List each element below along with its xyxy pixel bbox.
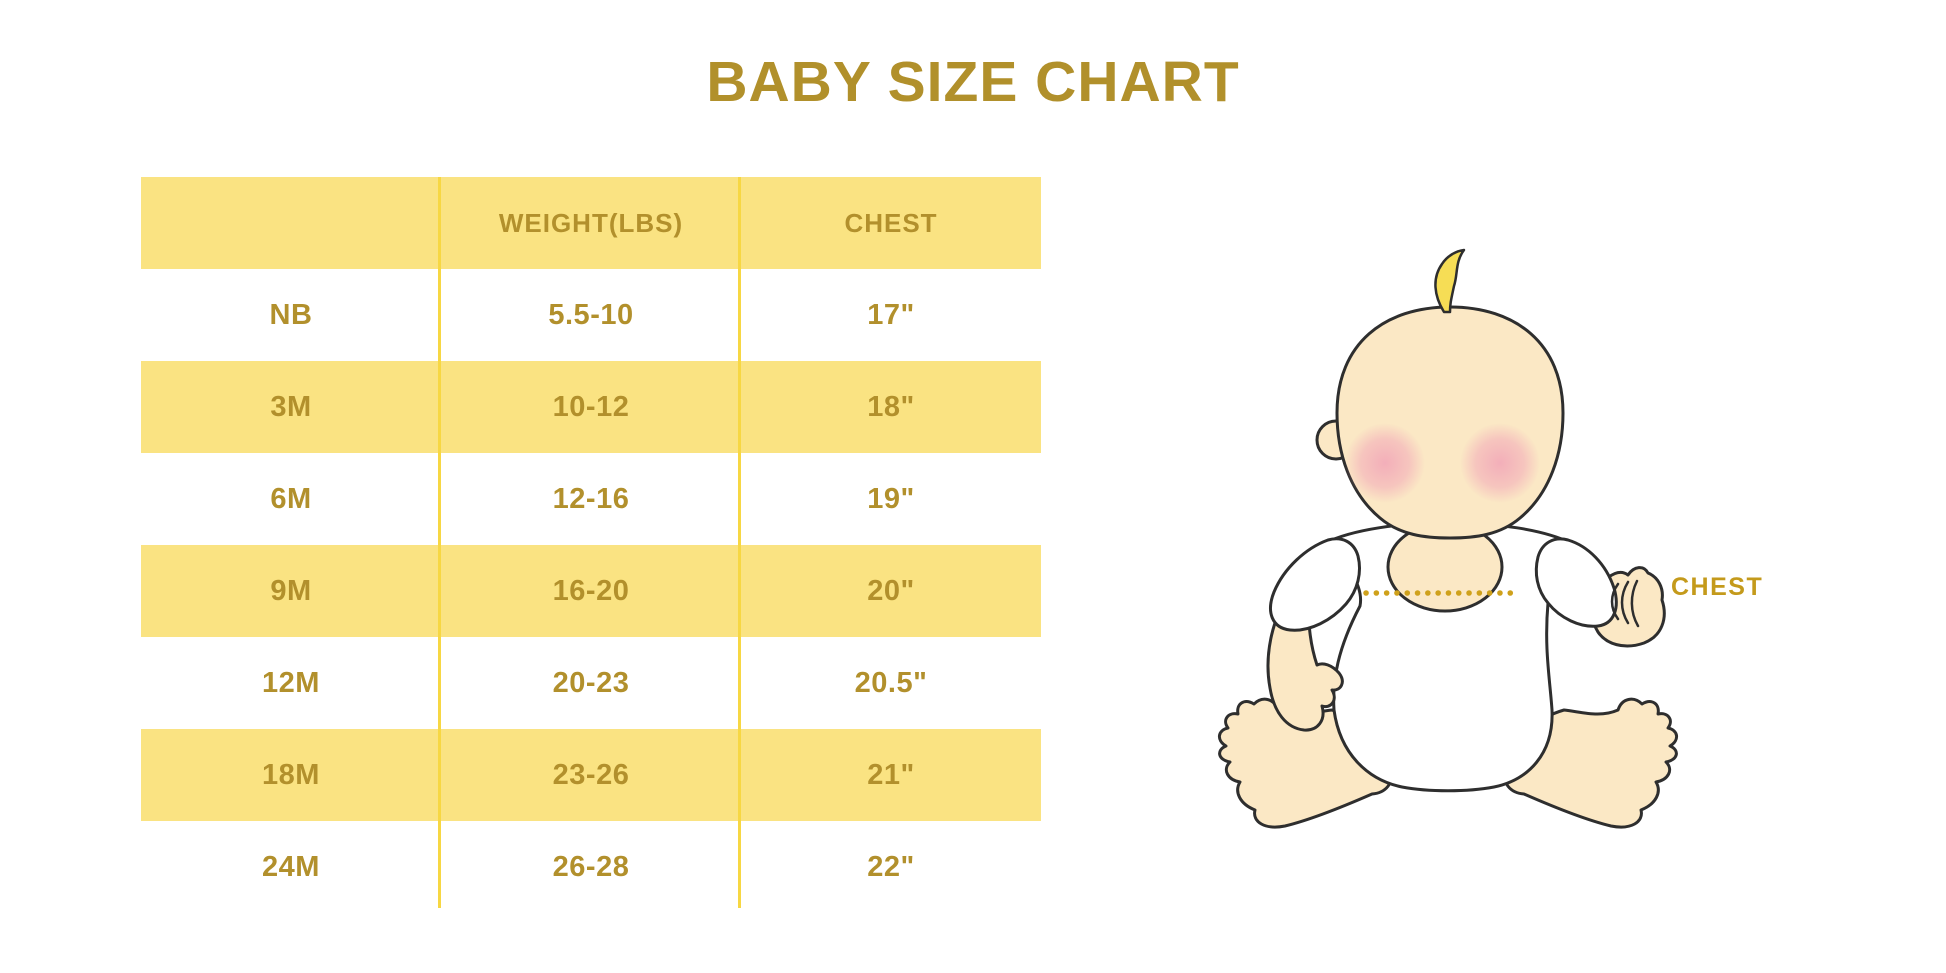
size-cell: 9M bbox=[270, 574, 312, 607]
table-row: 12M 20-23 20.5" bbox=[141, 637, 1041, 729]
header-chest: CHEST bbox=[844, 207, 938, 238]
size-cell: NB bbox=[269, 298, 313, 331]
chest-cell: 21" bbox=[867, 758, 915, 791]
chest-cell: 20.5" bbox=[854, 666, 928, 699]
chest-label: CHEST bbox=[1671, 573, 1764, 601]
size-cell: 24M bbox=[262, 850, 320, 883]
baby-illustration bbox=[1218, 248, 1678, 829]
chest-cell: 20" bbox=[867, 574, 915, 607]
baby-cheek-left bbox=[1345, 423, 1425, 503]
chest-cell: 17" bbox=[867, 298, 915, 331]
chest-cell: 18" bbox=[867, 390, 915, 423]
table-row: 6M 12-16 19" bbox=[141, 453, 1041, 545]
weight-cell: 20-23 bbox=[552, 666, 630, 699]
size-cell: 3M bbox=[270, 390, 312, 423]
baby-right-sleeve bbox=[1534, 537, 1618, 628]
weight-cell: 12-16 bbox=[552, 482, 630, 515]
baby-hair-curl bbox=[1434, 248, 1466, 314]
weight-cell: 26-28 bbox=[552, 850, 630, 883]
baby-cheek-right bbox=[1460, 423, 1540, 503]
size-table: WEIGHT(LBS) CHEST NB 5.5-10 17" 3M 10-12… bbox=[141, 177, 1041, 913]
size-cell: 12M bbox=[262, 666, 320, 699]
weight-cell: 5.5-10 bbox=[548, 298, 634, 331]
chest-cell: 22" bbox=[867, 850, 915, 883]
baby-fist-fingers bbox=[1610, 579, 1640, 628]
baby-head bbox=[1335, 305, 1565, 540]
table-row: 18M 23-26 21" bbox=[141, 729, 1041, 821]
table-row: 24M 26-28 22" bbox=[141, 821, 1041, 913]
table-header-row: WEIGHT(LBS) CHEST bbox=[141, 177, 1041, 269]
size-cell: 18M bbox=[262, 758, 320, 791]
page-title: BABY SIZE CHART bbox=[706, 50, 1240, 114]
column-divider bbox=[738, 177, 741, 908]
size-cell: 6M bbox=[270, 482, 312, 515]
weight-cell: 16-20 bbox=[552, 574, 630, 607]
table-row: NB 5.5-10 17" bbox=[141, 269, 1041, 361]
column-divider bbox=[438, 177, 441, 908]
weight-cell: 23-26 bbox=[552, 758, 630, 791]
header-weight: WEIGHT(LBS) bbox=[498, 207, 684, 238]
chest-cell: 19" bbox=[867, 482, 915, 515]
table-row: 9M 16-20 20" bbox=[141, 545, 1041, 637]
baby-left-sleeve bbox=[1269, 537, 1361, 632]
weight-cell: 10-12 bbox=[552, 390, 630, 423]
table-row: 3M 10-12 18" bbox=[141, 361, 1041, 453]
